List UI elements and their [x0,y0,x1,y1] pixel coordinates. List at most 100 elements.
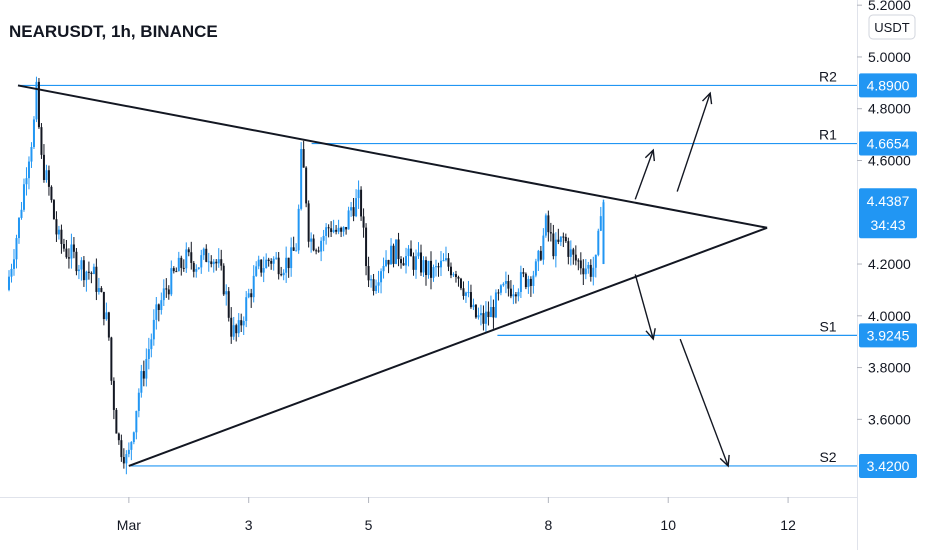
candle-body [15,238,18,260]
candle-body [547,215,550,233]
candle-body [434,266,437,268]
candle-body [432,267,435,278]
arrow-shaft [679,338,729,467]
candle-body [270,261,273,264]
currency-unit-badge[interactable]: USDT [868,14,916,40]
candle-body [22,184,25,210]
candle-body [300,149,303,209]
candle-body [200,255,203,268]
candle-body [112,380,115,410]
candle-body [302,149,305,168]
candle-body [562,236,565,238]
candle-body [172,268,175,272]
candle-body [162,288,165,301]
trendline [17,84,768,229]
time-tick-label: 5 [365,517,373,533]
candle-body [420,252,423,273]
candle-body [195,268,198,272]
candle-body [107,312,110,338]
arrow-head [701,91,713,105]
candle-body [7,276,10,290]
candle-body [342,226,345,232]
candle-body [295,250,298,252]
candle-body [202,248,205,256]
candle-body [155,304,158,320]
candle-body [152,319,155,340]
time-tick-label: 10 [660,517,676,533]
candle-body [285,257,288,273]
candle-body [190,252,193,263]
candle-body [352,207,355,217]
candle-body [12,259,15,269]
candle-body [444,258,447,261]
candle-body [160,300,163,311]
candle-body [509,288,512,297]
candle-body [512,294,515,297]
candle-body [467,292,470,294]
candle-body [62,243,65,249]
candle-body [602,202,605,265]
candle-body [75,251,78,272]
candle-body [599,216,602,231]
candle-body [347,210,350,230]
candle-body [415,256,418,270]
candle-body [514,294,517,297]
candle-body [487,311,490,318]
candle-body [400,259,403,264]
candle-body [527,278,530,288]
candle-body [497,292,500,294]
candle-body [587,264,590,269]
candle-body [305,167,308,204]
candle-body [90,272,93,274]
candle-body [192,262,195,272]
candle-body [422,260,425,273]
price-tick-label: 3.6000 [868,411,911,427]
candle-body [594,254,597,268]
projection-arrows [634,91,730,468]
candle-body [135,410,138,433]
candle-body [242,320,245,326]
candle-body [55,219,58,235]
price-axis-ticks: 5.2000 5.0000 4.8000 4.6000 4.2000 4.0000 3.80… [857,0,911,427]
candle-body [410,248,413,257]
candle-body [227,291,230,318]
candle-body [569,249,572,257]
candle-body [539,250,542,260]
candle-body [452,274,455,276]
candle-body [65,248,68,258]
candle-body [345,226,348,230]
candle-body [67,257,70,259]
candle-body [472,304,475,308]
candle-body [449,266,452,276]
time-tick-label: Mar [117,517,141,533]
candle-body [357,189,360,199]
candle-body [559,236,562,242]
candle-body [127,449,130,455]
candle-body [557,239,560,242]
candle-body [322,235,325,241]
candle-body [310,238,313,242]
trendline [128,226,768,467]
candle-body [312,238,315,251]
candle-body [147,349,150,359]
candle-body [260,259,263,273]
candle-body [382,265,385,272]
candle-body [377,282,380,286]
candle-body [132,432,135,443]
candle-body [597,230,600,255]
candle-body [320,240,323,252]
candle-body [210,261,213,265]
candle-body [30,147,33,162]
candle-body [77,269,80,272]
candle-body [462,288,465,296]
price-tick-label: 3.8000 [868,360,911,376]
candle-body [290,247,293,269]
candle-body [32,119,35,148]
candle-body [484,311,487,324]
candle-body [17,217,20,239]
level-name-r1: R1 [819,127,837,143]
candle-body [95,266,98,292]
candle-body [60,229,63,244]
